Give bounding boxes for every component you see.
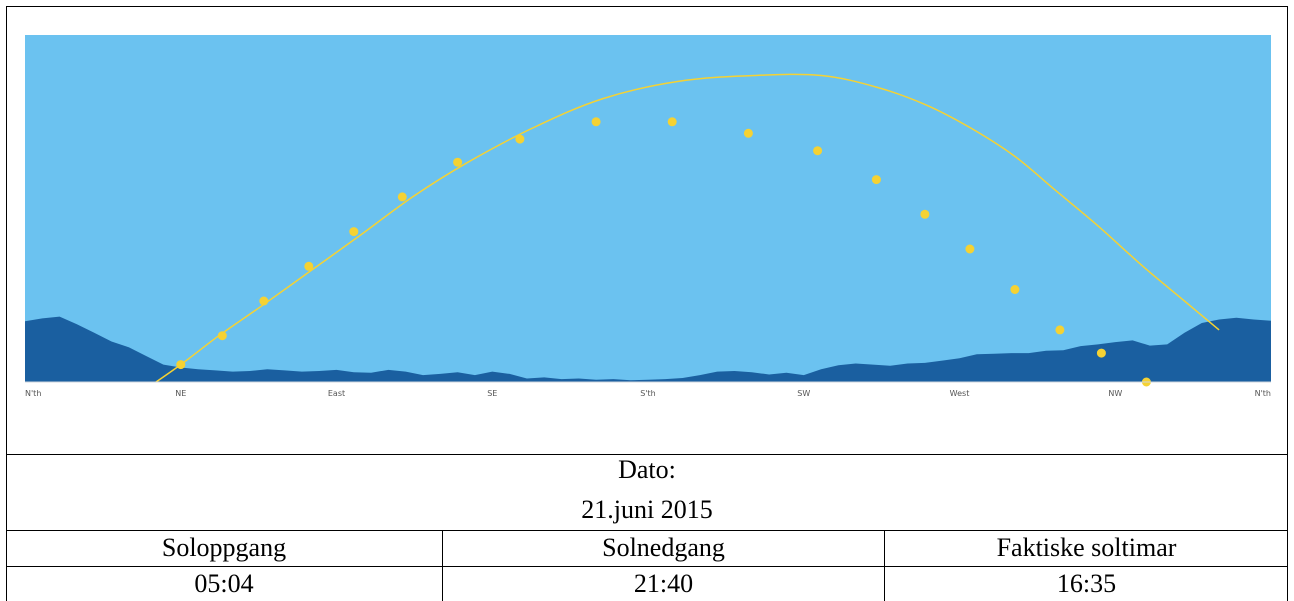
x-tick-label: NE bbox=[175, 389, 186, 398]
date-value: 21.juni 2015 bbox=[581, 495, 713, 524]
divider bbox=[6, 454, 1288, 455]
sun-point bbox=[453, 157, 463, 167]
divider bbox=[6, 530, 1288, 531]
sun-hours-header: Faktiske soltimar bbox=[996, 533, 1177, 562]
sun-point bbox=[1055, 325, 1065, 335]
sun-point bbox=[176, 360, 186, 370]
sun-point bbox=[1010, 285, 1020, 294]
sun-path-chart: N'th NE East SE S'th SW West NW N'th bbox=[6, 6, 1288, 454]
table-frame bbox=[6, 6, 1288, 601]
sun-point bbox=[1096, 348, 1106, 358]
sun-point bbox=[515, 134, 525, 144]
sun-point bbox=[667, 117, 677, 127]
x-tick-label: S'th bbox=[640, 389, 655, 398]
sun-point bbox=[813, 146, 823, 156]
sun-hours-value: 16:35 bbox=[1056, 569, 1117, 598]
sun-point bbox=[871, 175, 881, 185]
sun-point bbox=[217, 331, 227, 341]
sky-area bbox=[25, 35, 1271, 382]
divider bbox=[6, 566, 1288, 567]
sun-point bbox=[304, 261, 314, 271]
date-cell: Dato: 21.juni 2015 bbox=[6, 454, 1288, 530]
x-tick-label: N'th bbox=[25, 389, 41, 398]
date-label: Dato: bbox=[618, 455, 676, 484]
column-divider bbox=[884, 530, 885, 601]
x-tick-label: East bbox=[328, 389, 345, 398]
x-tick-label: SW bbox=[797, 389, 810, 398]
sun-point bbox=[965, 244, 975, 254]
sunset-value: 21:40 bbox=[633, 569, 694, 598]
sun-point bbox=[349, 227, 359, 237]
x-tick-label: West bbox=[950, 389, 970, 398]
sun-point bbox=[259, 296, 269, 306]
sun-point bbox=[743, 128, 753, 138]
sun-path-line bbox=[154, 73, 1220, 382]
sun-path-svg: N'th NE East SE S'th SW West NW N'th bbox=[25, 35, 1271, 398]
sunrise-header: Soloppgang bbox=[161, 533, 287, 562]
sun-path-group bbox=[154, 73, 1220, 382]
sun-point bbox=[591, 117, 601, 127]
x-tick-label: N'th bbox=[1255, 389, 1271, 398]
column-divider bbox=[442, 530, 443, 601]
sun-point bbox=[920, 209, 930, 219]
x-tick-label: NW bbox=[1108, 389, 1122, 398]
sun-point bbox=[397, 192, 407, 202]
horizon-area bbox=[25, 316, 1271, 382]
x-tick-label: SE bbox=[487, 389, 497, 398]
sunrise-value: 05:04 bbox=[194, 569, 254, 598]
sunset-header: Solnedgang bbox=[602, 533, 725, 562]
